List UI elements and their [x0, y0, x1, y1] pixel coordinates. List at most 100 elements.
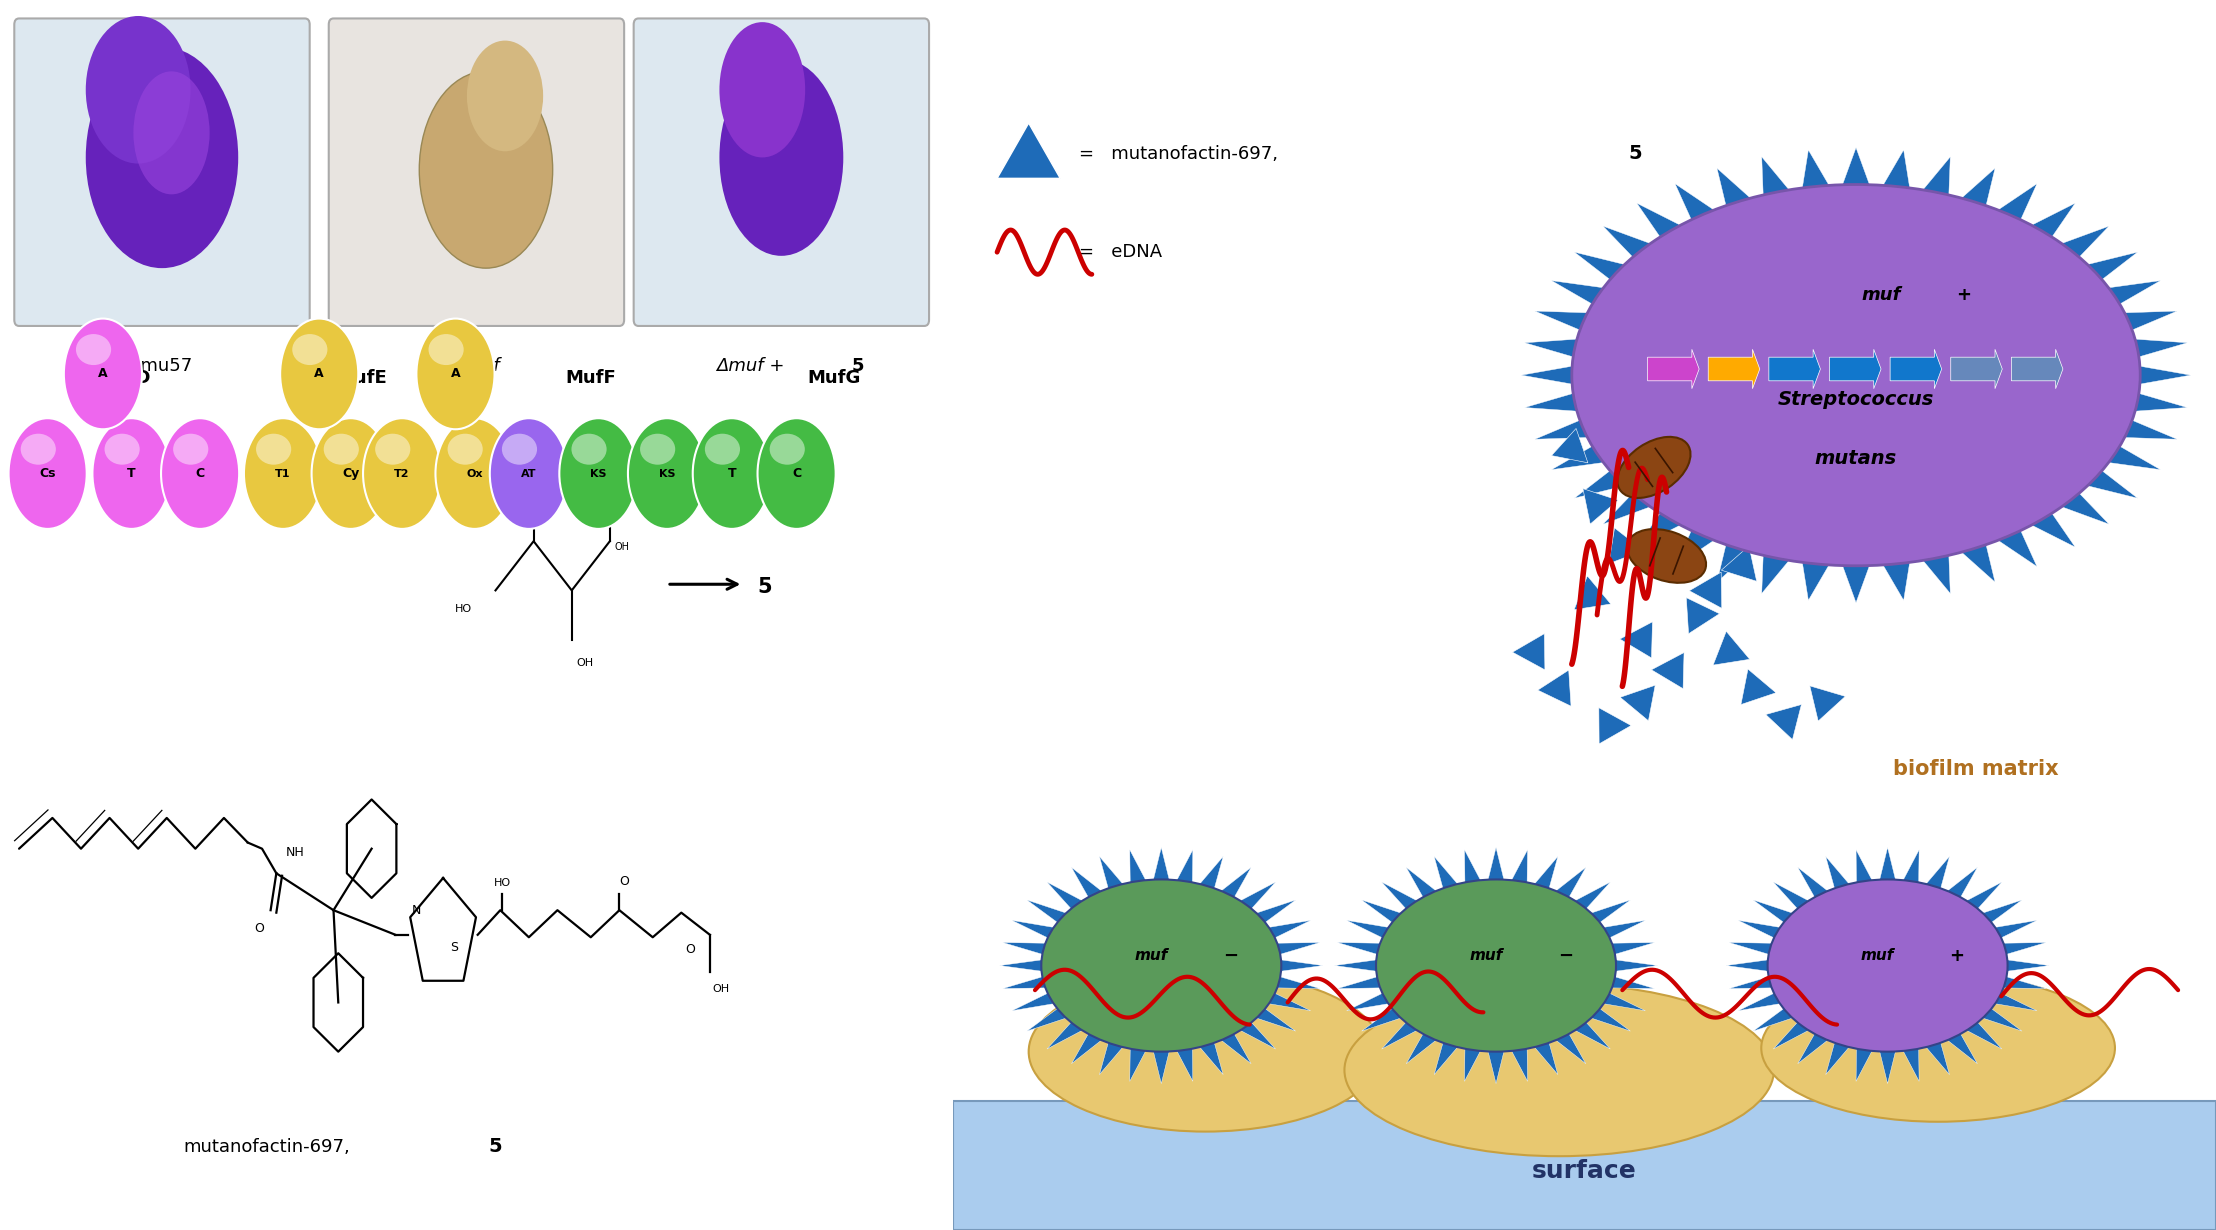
- Polygon shape: [1773, 882, 1810, 911]
- Text: AT: AT: [521, 469, 536, 478]
- Ellipse shape: [86, 47, 239, 268]
- Ellipse shape: [437, 418, 514, 529]
- Polygon shape: [1026, 900, 1070, 925]
- Text: 5: 5: [490, 1138, 503, 1156]
- Polygon shape: [1237, 882, 1276, 911]
- Ellipse shape: [720, 22, 804, 157]
- Ellipse shape: [640, 434, 676, 465]
- Polygon shape: [1717, 541, 1755, 582]
- Polygon shape: [1686, 598, 1720, 633]
- Ellipse shape: [104, 434, 140, 465]
- Polygon shape: [1826, 856, 1850, 891]
- Polygon shape: [1675, 526, 1717, 567]
- Polygon shape: [1810, 686, 1846, 721]
- Text: 5: 5: [1629, 144, 1642, 164]
- Text: C: C: [195, 467, 204, 480]
- Polygon shape: [1797, 867, 1830, 899]
- Polygon shape: [1487, 1049, 1505, 1084]
- Polygon shape: [1274, 942, 1321, 956]
- Text: 5: 5: [851, 357, 864, 375]
- Polygon shape: [1717, 169, 1755, 209]
- Polygon shape: [1013, 991, 1057, 1011]
- Polygon shape: [1073, 1032, 1104, 1064]
- Polygon shape: [1737, 991, 1784, 1011]
- Ellipse shape: [468, 41, 543, 151]
- Text: OH: OH: [614, 542, 629, 552]
- Text: O: O: [255, 922, 264, 936]
- Text: +: +: [1950, 947, 1966, 964]
- Polygon shape: [2134, 365, 2192, 385]
- FancyBboxPatch shape: [953, 1101, 2216, 1230]
- Polygon shape: [1536, 311, 1593, 332]
- Text: Cy: Cy: [341, 467, 359, 480]
- Polygon shape: [1573, 252, 1631, 283]
- Polygon shape: [2118, 311, 2176, 332]
- Polygon shape: [1992, 991, 2037, 1011]
- Ellipse shape: [428, 335, 463, 365]
- Ellipse shape: [501, 434, 536, 465]
- Polygon shape: [1600, 920, 1646, 940]
- Polygon shape: [1881, 150, 1910, 192]
- Ellipse shape: [705, 434, 740, 465]
- Ellipse shape: [75, 335, 111, 365]
- Polygon shape: [1525, 392, 1582, 412]
- Polygon shape: [1999, 942, 2045, 956]
- Polygon shape: [1649, 349, 1700, 389]
- Polygon shape: [1573, 467, 1631, 498]
- Polygon shape: [1611, 959, 1658, 972]
- Ellipse shape: [1571, 184, 2141, 566]
- Polygon shape: [1252, 1006, 1296, 1031]
- Polygon shape: [1465, 850, 1483, 886]
- Polygon shape: [1748, 520, 1786, 552]
- Polygon shape: [1923, 856, 1950, 891]
- Polygon shape: [1511, 1046, 1527, 1081]
- Polygon shape: [1514, 633, 1545, 670]
- Polygon shape: [1237, 1020, 1276, 1049]
- Text: KS: KS: [658, 469, 676, 478]
- Ellipse shape: [133, 71, 211, 194]
- Polygon shape: [1994, 183, 2037, 224]
- Polygon shape: [1274, 975, 1321, 989]
- Polygon shape: [1609, 528, 1644, 563]
- Ellipse shape: [324, 434, 359, 465]
- Ellipse shape: [162, 418, 239, 529]
- Polygon shape: [1511, 850, 1527, 886]
- Polygon shape: [1361, 900, 1405, 925]
- Polygon shape: [1407, 867, 1438, 899]
- Polygon shape: [1620, 685, 1655, 721]
- Polygon shape: [1890, 349, 1941, 389]
- Polygon shape: [1602, 226, 1655, 261]
- Text: mutans: mutans: [1815, 449, 1897, 469]
- Text: MufF: MufF: [565, 369, 616, 387]
- Polygon shape: [1830, 349, 1881, 389]
- Text: C: C: [791, 467, 802, 480]
- Polygon shape: [1533, 856, 1558, 891]
- Polygon shape: [1046, 1020, 1086, 1049]
- Polygon shape: [1638, 203, 1684, 241]
- Polygon shape: [2130, 338, 2187, 358]
- Polygon shape: [1602, 490, 1655, 524]
- Polygon shape: [1901, 850, 1919, 886]
- Ellipse shape: [1768, 879, 2008, 1052]
- Polygon shape: [1857, 850, 1873, 886]
- Polygon shape: [1338, 942, 1383, 956]
- Polygon shape: [1589, 1006, 1631, 1031]
- Polygon shape: [2081, 252, 2138, 283]
- Polygon shape: [1573, 576, 1611, 610]
- Polygon shape: [2056, 226, 2110, 261]
- Text: mutanofactin-697,: mutanofactin-697,: [184, 1138, 350, 1156]
- Polygon shape: [999, 959, 1046, 972]
- Polygon shape: [1073, 867, 1104, 899]
- Polygon shape: [1946, 867, 1977, 899]
- Polygon shape: [1689, 572, 1722, 609]
- Text: MufD: MufD: [98, 369, 151, 387]
- Polygon shape: [1919, 156, 1950, 199]
- Ellipse shape: [1042, 879, 1281, 1052]
- Ellipse shape: [1618, 437, 1691, 498]
- Text: A: A: [315, 368, 324, 380]
- Polygon shape: [1538, 670, 1571, 706]
- Polygon shape: [1722, 546, 1757, 582]
- Text: =   mutanofactin-697,: = mutanofactin-697,: [1079, 145, 1283, 162]
- Ellipse shape: [720, 59, 844, 256]
- Polygon shape: [1857, 1046, 1873, 1081]
